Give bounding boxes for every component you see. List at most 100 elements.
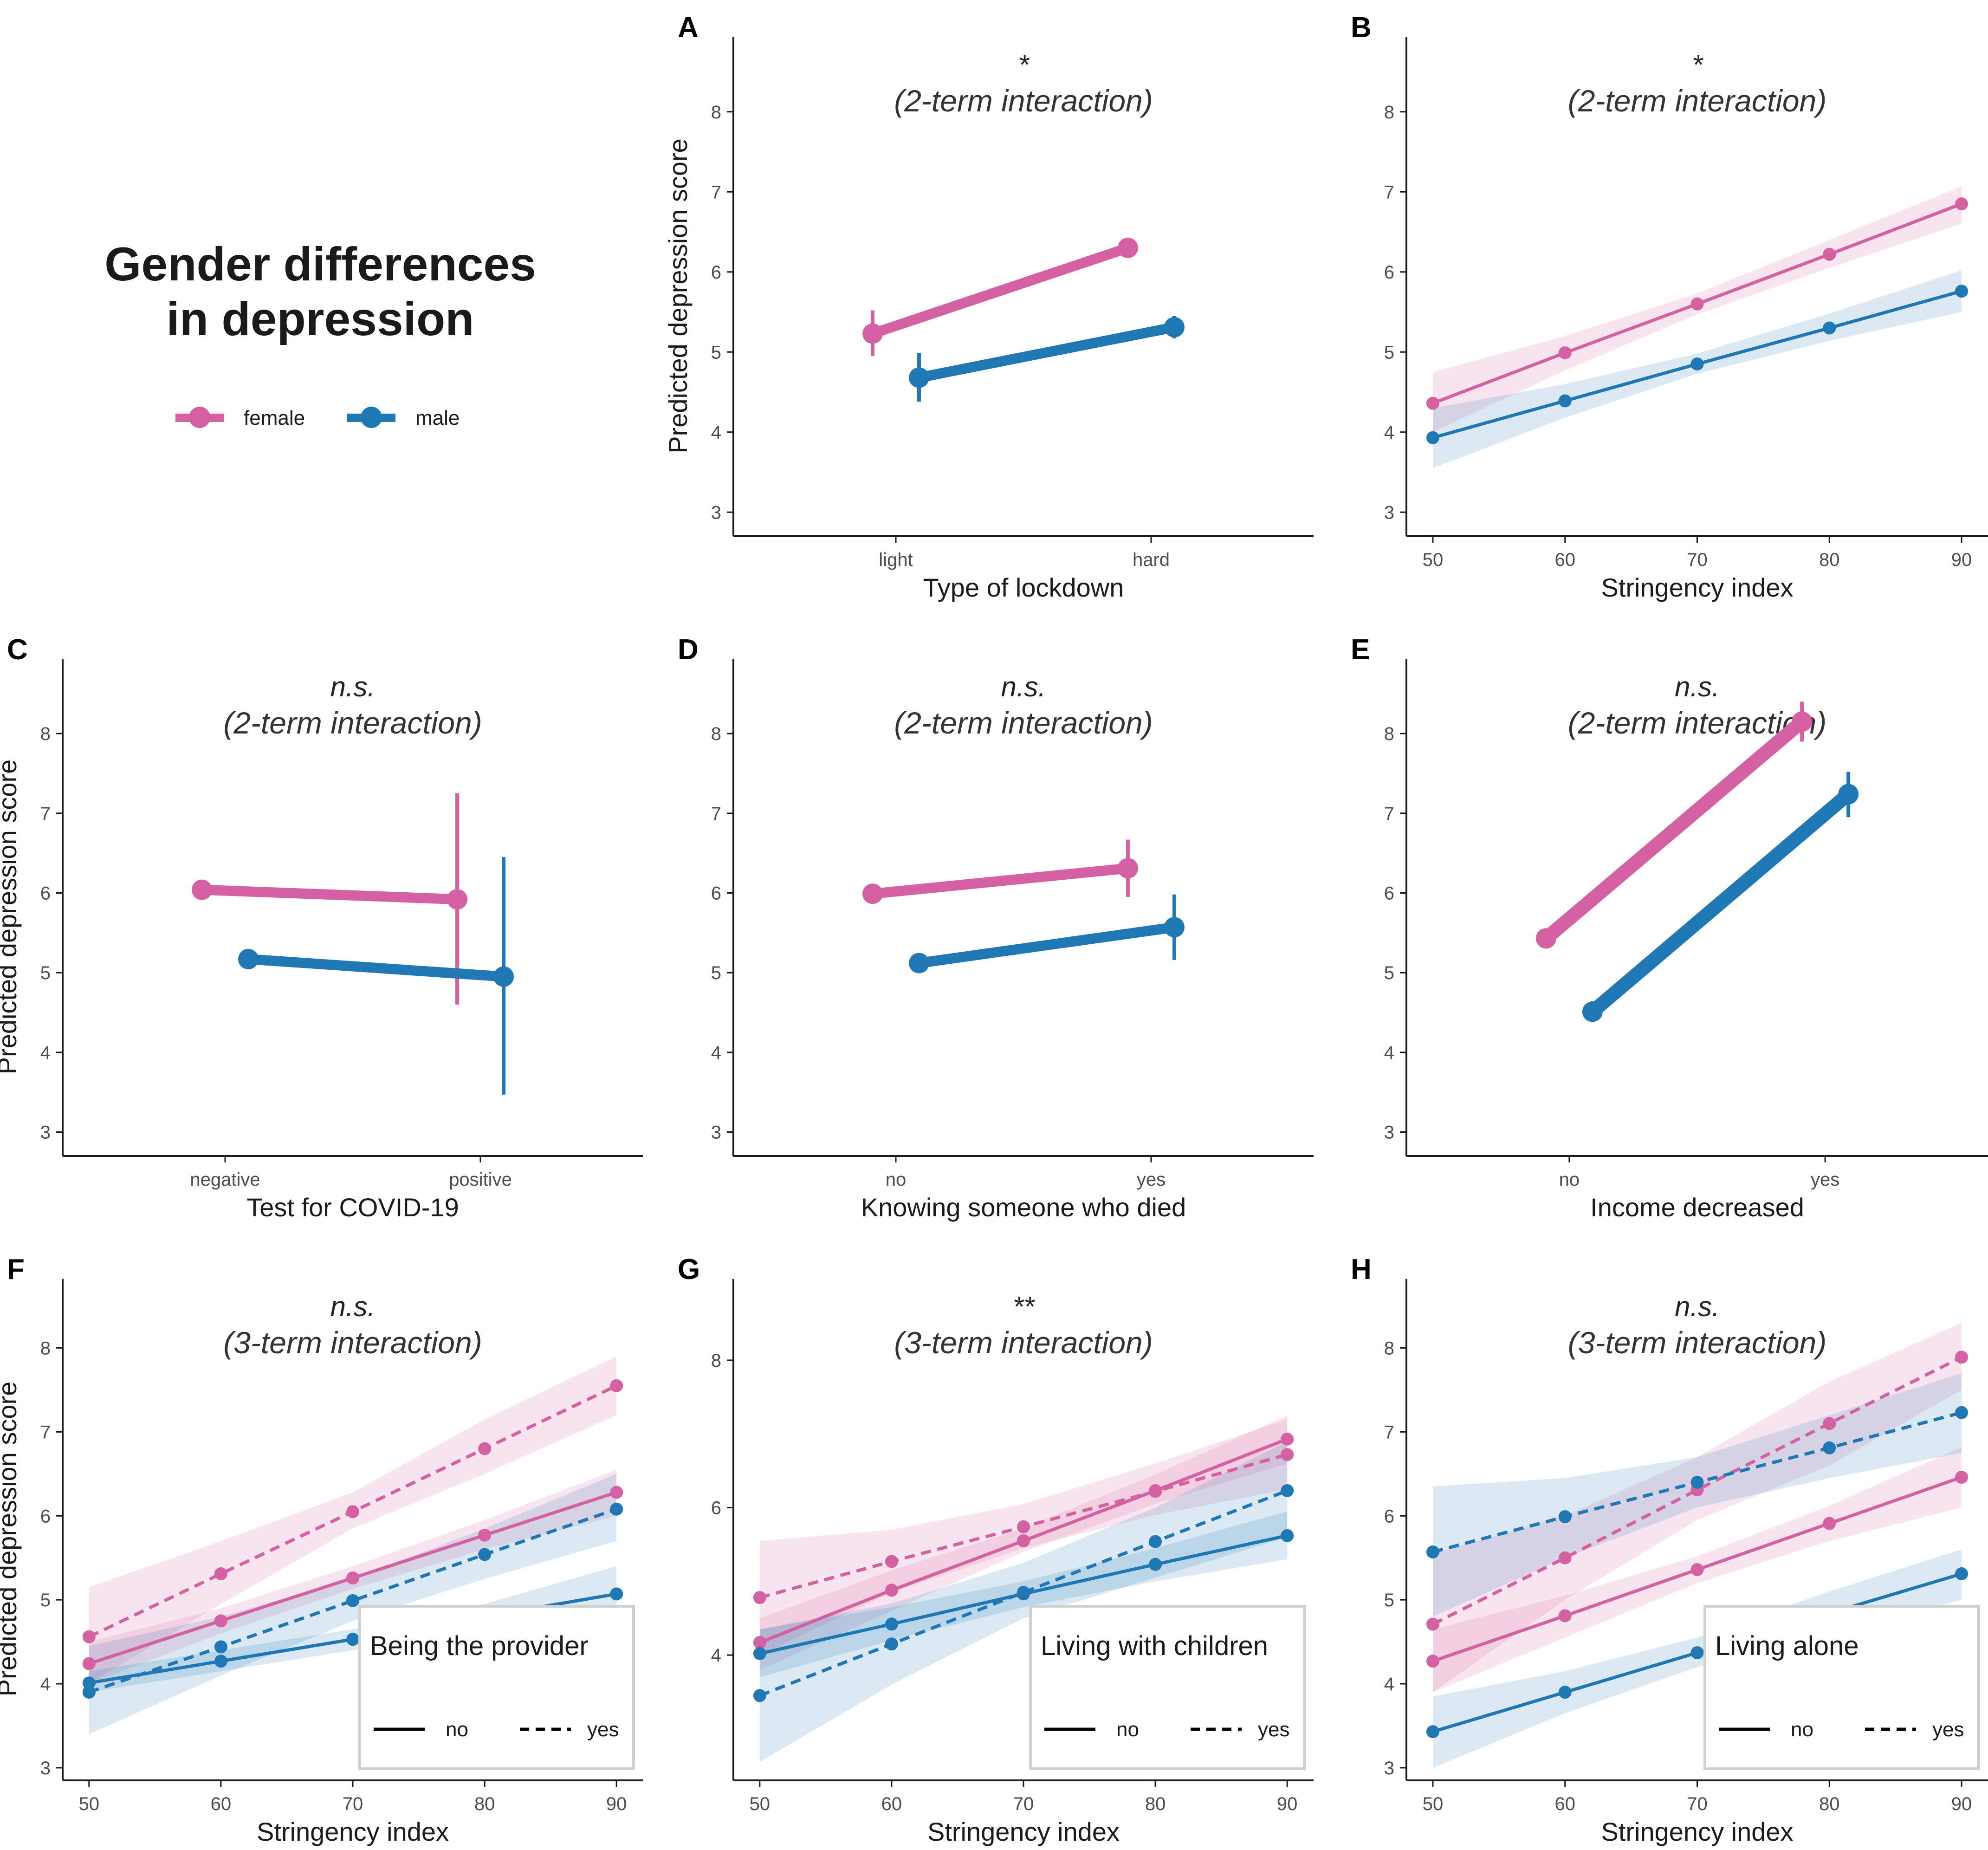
panel-label-E: E — [1351, 634, 1370, 666]
data-point-male — [1426, 1725, 1439, 1739]
ci-ribbon-female — [1432, 1323, 1962, 1693]
data-point-male — [1164, 917, 1185, 938]
panel-C: C 3 4 5 6 7 8 Predicted depression score Test fo… — [0, 634, 643, 1222]
linetype-legend: Living with children no yes — [1029, 1605, 1306, 1770]
data-point-male — [909, 367, 929, 388]
series-male — [909, 894, 1185, 974]
panel-label-A: A — [678, 12, 699, 44]
y-tick-label: 6 — [711, 262, 721, 283]
data-point-male — [82, 1686, 96, 1699]
data-point-female — [1558, 1609, 1572, 1623]
data-point-female — [478, 1442, 492, 1455]
y-tick-label: 4 — [711, 1043, 721, 1063]
y-tick-label: 5 — [1384, 963, 1394, 983]
linetype-legend-box — [1029, 1605, 1306, 1770]
linetype-legend-title: Living alone — [1715, 1631, 1859, 1661]
y-tick-label: 7 — [1384, 804, 1394, 824]
data-point-male — [1281, 1529, 1294, 1542]
series-female-yes — [82, 1379, 623, 1643]
data-point-female — [1823, 1517, 1836, 1530]
y-tick-label: 4 — [711, 1645, 721, 1666]
data-point-female — [610, 1379, 623, 1392]
significance-label: * — [1692, 49, 1703, 80]
data-point-male — [214, 1640, 227, 1654]
x-tick-label: 80 — [1145, 1794, 1166, 1814]
data-point-male — [753, 1647, 766, 1660]
y-tick-label: 5 — [711, 963, 721, 983]
data-point-female — [1955, 1350, 1969, 1364]
x-tick-label: 80 — [1819, 1794, 1840, 1814]
data-point-female — [82, 1657, 96, 1670]
series-male — [238, 857, 514, 1095]
series-female-no — [82, 1486, 623, 1670]
panel-B: B 3 4 5 6 7 8 Stringency index * (2-term interact… — [1351, 12, 1988, 602]
data-point-male — [1426, 431, 1439, 444]
data-point-female — [1281, 1448, 1294, 1461]
data-point-male — [885, 1637, 898, 1651]
x-tick-label: 90 — [1951, 1794, 1972, 1814]
panel-label-B: B — [1351, 12, 1372, 44]
x-tick-label: 80 — [1819, 550, 1840, 570]
series-female — [862, 238, 1138, 356]
x-tick-label: 50 — [1423, 1794, 1444, 1814]
x-tick-label: 50 — [1423, 550, 1444, 570]
significance-label: n.s. — [330, 671, 376, 702]
series-male-yes — [1426, 1406, 1969, 1559]
linetype-legend-box — [1703, 1605, 1980, 1770]
interaction-label: (3-term interaction) — [1568, 1325, 1827, 1360]
x-tick-label: 90 — [606, 1794, 627, 1814]
y-tick-label: 8 — [40, 724, 51, 744]
y-tick-label: 4 — [1384, 1043, 1394, 1063]
data-point-female — [82, 1630, 96, 1643]
y-tick-label: 5 — [40, 1590, 51, 1610]
data-point-female — [753, 1591, 766, 1604]
data-point-male — [610, 1587, 623, 1601]
significance-label: n.s. — [1675, 1291, 1720, 1322]
y-tick-label: 6 — [1384, 1506, 1394, 1526]
linetype-legend: Living alone no yes — [1703, 1605, 1980, 1770]
data-point-female — [1955, 197, 1969, 211]
significance-label: n.s. — [1675, 671, 1720, 702]
data-point-female — [1017, 1520, 1030, 1533]
data-point-male — [82, 1676, 96, 1690]
x-axis-title: Stringency index — [257, 1817, 449, 1846]
data-point-male — [1558, 394, 1572, 408]
x-axis-title: Income decreased — [1590, 1193, 1804, 1222]
data-point-male — [1558, 1686, 1572, 1699]
y-tick-label: 3 — [711, 502, 721, 523]
panel-label-C: C — [7, 634, 28, 666]
panel-G: G 4 6 8 Stringency index **(3-term interactio… — [678, 1253, 1314, 1846]
series-line-male — [918, 322, 1176, 383]
significance-label: n.s. — [1001, 671, 1046, 702]
linetype-label-no: no — [1116, 1718, 1139, 1741]
linetype-legend-box — [358, 1605, 635, 1770]
series-female-no — [753, 1432, 1294, 1649]
x-tick-label: 60 — [1554, 550, 1575, 570]
series-line-male — [918, 922, 1175, 968]
x-axis-title: Stringency index — [1601, 573, 1793, 602]
y-tick-label: 8 — [1384, 1338, 1394, 1359]
figure-title-line1: Gender differences — [104, 238, 536, 291]
data-point-male — [1017, 1586, 1030, 1599]
data-point-male — [1955, 1567, 1969, 1581]
data-point-female — [1823, 1417, 1836, 1430]
data-point-female — [1426, 1617, 1439, 1631]
x-tick-label: yes — [1137, 1169, 1166, 1190]
data-point-male — [753, 1689, 766, 1702]
data-point-female — [885, 1555, 898, 1568]
data-point-male — [1690, 1475, 1704, 1489]
linetype-label-no: no — [446, 1718, 468, 1741]
series-female-yes — [1426, 1350, 1969, 1631]
data-point-male — [1582, 1001, 1603, 1022]
x-tick-label: 90 — [1277, 1794, 1298, 1814]
y-tick-label: 8 — [711, 1350, 721, 1371]
series-female-no — [1426, 1471, 1969, 1668]
ci-ribbon-male — [759, 1441, 1288, 1762]
data-point-male — [1823, 321, 1836, 335]
data-point-female — [1426, 396, 1439, 410]
legend-label-female: female — [244, 407, 305, 429]
data-point-female — [753, 1636, 766, 1649]
data-point-male — [1823, 1441, 1836, 1454]
data-point-male — [909, 953, 929, 974]
x-axis-title: Test for COVID-19 — [246, 1193, 459, 1222]
